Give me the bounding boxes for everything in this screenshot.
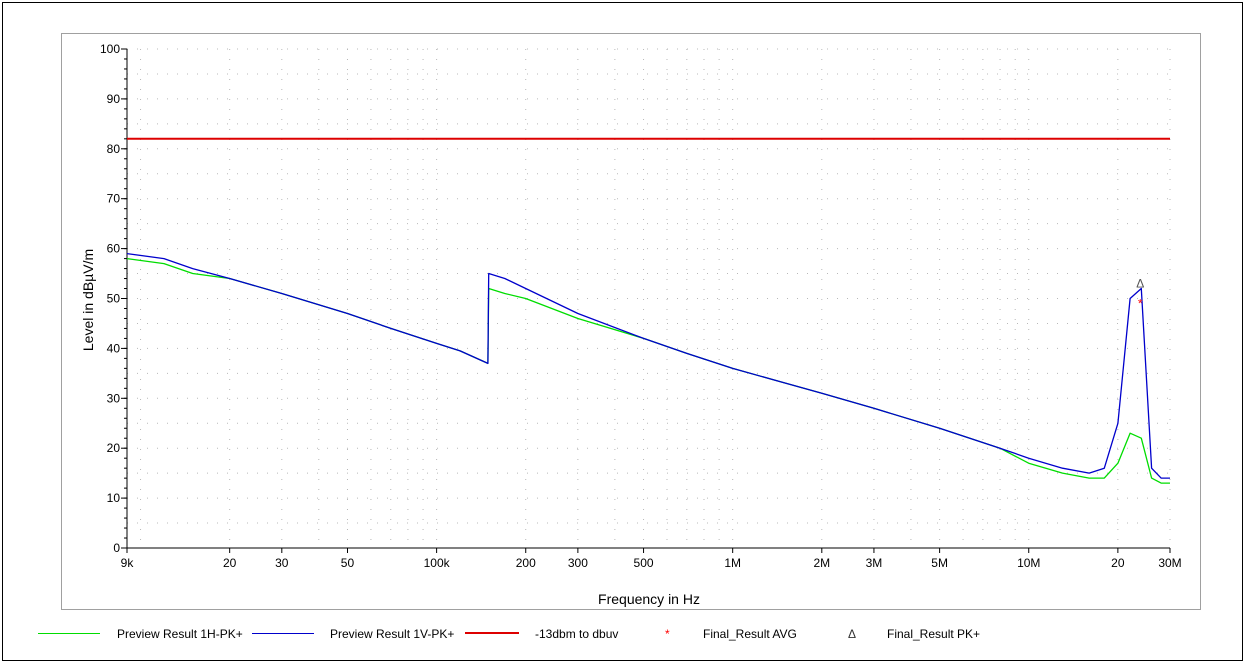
y-axis-label: Level in dBµV/m [80, 249, 96, 351]
series-group [126, 137, 1170, 484]
y-tick-label: 50 [107, 292, 121, 306]
x-ticks: 9k 20 30 50 100k 200 300 500 1M 2M 3M 5M 10M 20 30M [121, 556, 1182, 570]
y-tick-label: 20 [107, 441, 121, 455]
x-tick-label: 300 [568, 556, 588, 570]
x-tick-label: 10M [1017, 556, 1040, 570]
x-tick-label: 30 [275, 556, 289, 570]
y-tick-label: 30 [107, 391, 121, 405]
x-tick-label: 500 [634, 556, 654, 570]
y-tick-label: 10 [107, 491, 121, 505]
legend-symbol-pk: Δ [848, 627, 857, 641]
marker-avg: * [1138, 296, 1143, 310]
x-tick-label: 50 [341, 556, 355, 570]
x-tick-label: 20 [1111, 556, 1125, 570]
legend-item-pk: Δ Final_Result PK+ [848, 626, 1028, 642]
x-tick-label: 30M [1158, 556, 1181, 570]
legend-symbol-avg: * [665, 627, 670, 641]
x-tick-label: 2M [813, 556, 830, 570]
plot-panel [61, 33, 1201, 610]
grid [126, 48, 1171, 548]
x-tick-label: 20 [223, 556, 237, 570]
x-axis-label: Frequency in Hz [598, 591, 700, 607]
y-tick-label: 40 [107, 341, 121, 355]
x-tick-label: 100k [424, 556, 451, 570]
x-tick-label: 9k [121, 556, 135, 570]
legend-item-limit: -13dbm to dbuv [465, 626, 665, 642]
legend-label-pk: Final_Result PK+ [887, 627, 981, 641]
legend-label-1h: Preview Result 1H-PK+ [117, 627, 243, 641]
x-tick-label: 5M [931, 556, 948, 570]
legend-swatch-limit [465, 632, 519, 634]
legend-swatch-1v [252, 633, 314, 634]
legend-label-limit: -13dbm to dbuv [535, 627, 619, 641]
series-line-1 [126, 257, 1170, 484]
legend-label-avg: Final_Result AVG [703, 627, 797, 641]
legend-label-1v: Preview Result 1V-PK+ [330, 627, 455, 641]
y-tick-label: 70 [107, 192, 121, 206]
y-tick-label: 90 [107, 92, 121, 106]
y-tick-label: 80 [107, 142, 121, 156]
y-tick-label: 0 [113, 541, 120, 555]
y-tick-label: 60 [107, 242, 121, 256]
legend-item-avg: * Final_Result AVG [665, 626, 845, 642]
series-line-2 [126, 252, 1170, 479]
x-tick-label: 1M [724, 556, 741, 570]
marker-pk: Δ [1136, 277, 1144, 291]
legend-item-1h: Preview Result 1H-PK+ [38, 626, 268, 642]
x-tick-label: 200 [516, 556, 536, 570]
markers-group: *Δ [1136, 277, 1144, 311]
x-tick-label: 3M [866, 556, 883, 570]
legend-item-1v: Preview Result 1V-PK+ [252, 626, 482, 642]
legend-swatch-1h [38, 633, 100, 634]
y-tick-label: 100 [100, 42, 120, 56]
axes [121, 48, 1171, 553]
y-ticks: 0 10 20 30 40 50 60 70 80 90 100 [100, 42, 120, 555]
